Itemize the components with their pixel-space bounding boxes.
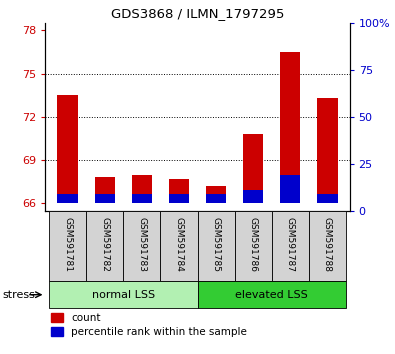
Bar [206, 186, 226, 204]
Bar [132, 194, 152, 204]
Legend: count, percentile rank within the sample: count, percentile rank within the sample [51, 313, 247, 337]
Text: GSM591783: GSM591783 [137, 217, 147, 272]
Bar [317, 98, 337, 204]
Bar [317, 194, 337, 204]
Bar [132, 175, 152, 204]
Bar [49, 211, 86, 281]
Bar [198, 281, 346, 308]
Bar [206, 194, 226, 204]
Bar [160, 211, 198, 281]
Bar [123, 211, 160, 281]
Text: GSM591781: GSM591781 [63, 217, 72, 272]
Text: GSM591782: GSM591782 [100, 217, 109, 272]
Bar [58, 95, 78, 204]
Title: GDS3868 / ILMN_1797295: GDS3868 / ILMN_1797295 [111, 7, 284, 21]
Text: normal LSS: normal LSS [92, 290, 155, 300]
Bar [235, 211, 272, 281]
Bar [280, 52, 301, 204]
Text: GSM591786: GSM591786 [248, 217, 258, 272]
Bar [280, 175, 301, 204]
Bar [94, 177, 115, 204]
Text: GSM591787: GSM591787 [286, 217, 295, 272]
Bar [272, 211, 309, 281]
Bar [243, 134, 263, 204]
Bar [58, 194, 78, 204]
Bar [94, 194, 115, 204]
Bar [198, 211, 235, 281]
Text: stress: stress [2, 290, 35, 300]
Text: GSM591785: GSM591785 [212, 217, 220, 272]
Text: elevated LSS: elevated LSS [235, 290, 308, 300]
Bar [243, 190, 263, 204]
Text: GSM591784: GSM591784 [175, 217, 183, 272]
Bar [86, 211, 123, 281]
Bar [169, 179, 189, 204]
Bar [169, 194, 189, 204]
Bar [49, 281, 198, 308]
Bar [309, 211, 346, 281]
Text: GSM591788: GSM591788 [323, 217, 332, 272]
